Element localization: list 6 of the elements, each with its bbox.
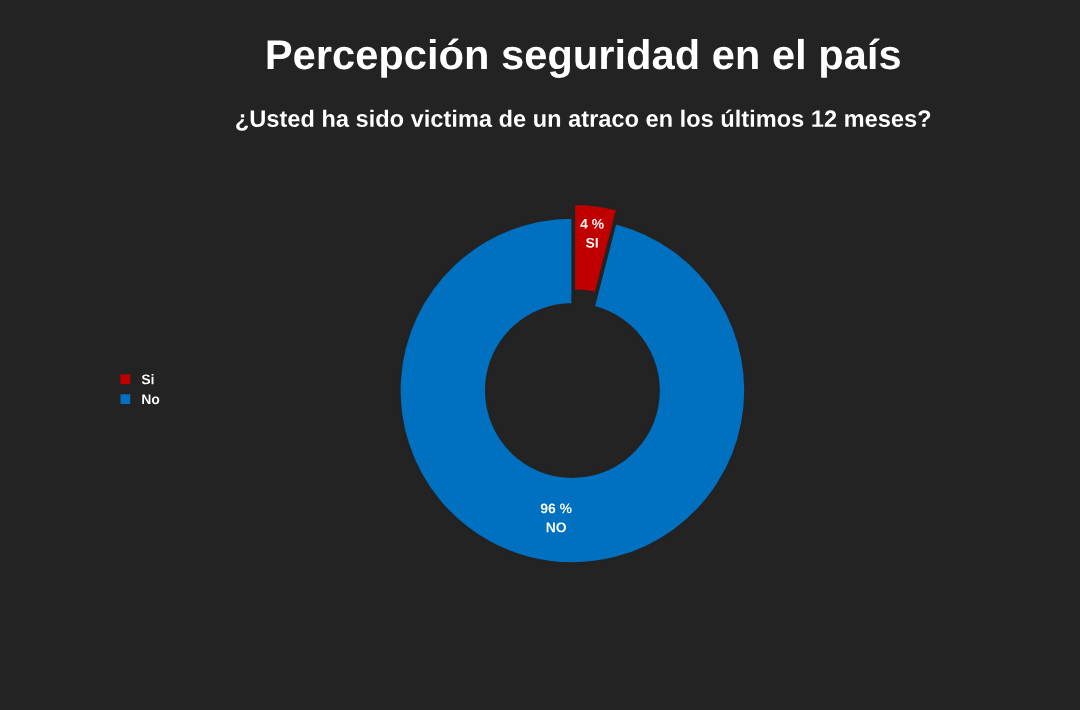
chart-title: Percepción seguridad en el país bbox=[267, 38, 900, 78]
data-label: 4 % SI bbox=[580, 218, 604, 248]
legend-label: No bbox=[142, 394, 160, 405]
chart-subtitle: ¿Usted ha sido victima de un atraco en los últimos 12 meses? bbox=[236, 109, 931, 131]
data-label: 96 % NO bbox=[540, 503, 572, 533]
legend-label: Si bbox=[141, 374, 154, 385]
